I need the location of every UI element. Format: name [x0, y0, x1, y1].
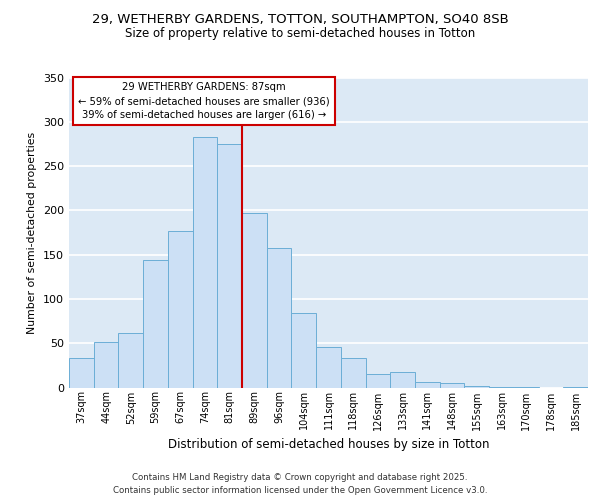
Bar	[217, 144, 242, 388]
Bar	[267, 248, 292, 388]
Bar	[69, 358, 94, 388]
Bar	[143, 260, 168, 388]
Text: Contains public sector information licensed under the Open Government Licence v3: Contains public sector information licen…	[113, 486, 487, 495]
Y-axis label: Number of semi-detached properties: Number of semi-detached properties	[28, 132, 37, 334]
Bar	[193, 137, 217, 388]
Bar	[94, 342, 118, 388]
Bar	[415, 382, 440, 388]
Bar	[440, 383, 464, 388]
Bar	[514, 386, 539, 388]
Bar	[168, 230, 193, 388]
Bar	[292, 313, 316, 388]
Text: 29, WETHERBY GARDENS, TOTTON, SOUTHAMPTON, SO40 8SB: 29, WETHERBY GARDENS, TOTTON, SOUTHAMPTO…	[92, 12, 508, 26]
Bar	[316, 347, 341, 388]
Bar	[341, 358, 365, 388]
Bar	[390, 372, 415, 388]
Bar	[118, 334, 143, 388]
X-axis label: Distribution of semi-detached houses by size in Totton: Distribution of semi-detached houses by …	[168, 438, 489, 451]
Text: Contains HM Land Registry data © Crown copyright and database right 2025.: Contains HM Land Registry data © Crown c…	[132, 472, 468, 482]
Bar	[242, 213, 267, 388]
Bar	[365, 374, 390, 388]
Bar	[464, 386, 489, 388]
Text: 29 WETHERBY GARDENS: 87sqm
← 59% of semi-detached houses are smaller (936)
39% o: 29 WETHERBY GARDENS: 87sqm ← 59% of semi…	[78, 82, 330, 120]
Bar	[563, 386, 588, 388]
Text: Size of property relative to semi-detached houses in Totton: Size of property relative to semi-detach…	[125, 28, 475, 40]
Bar	[489, 386, 514, 388]
